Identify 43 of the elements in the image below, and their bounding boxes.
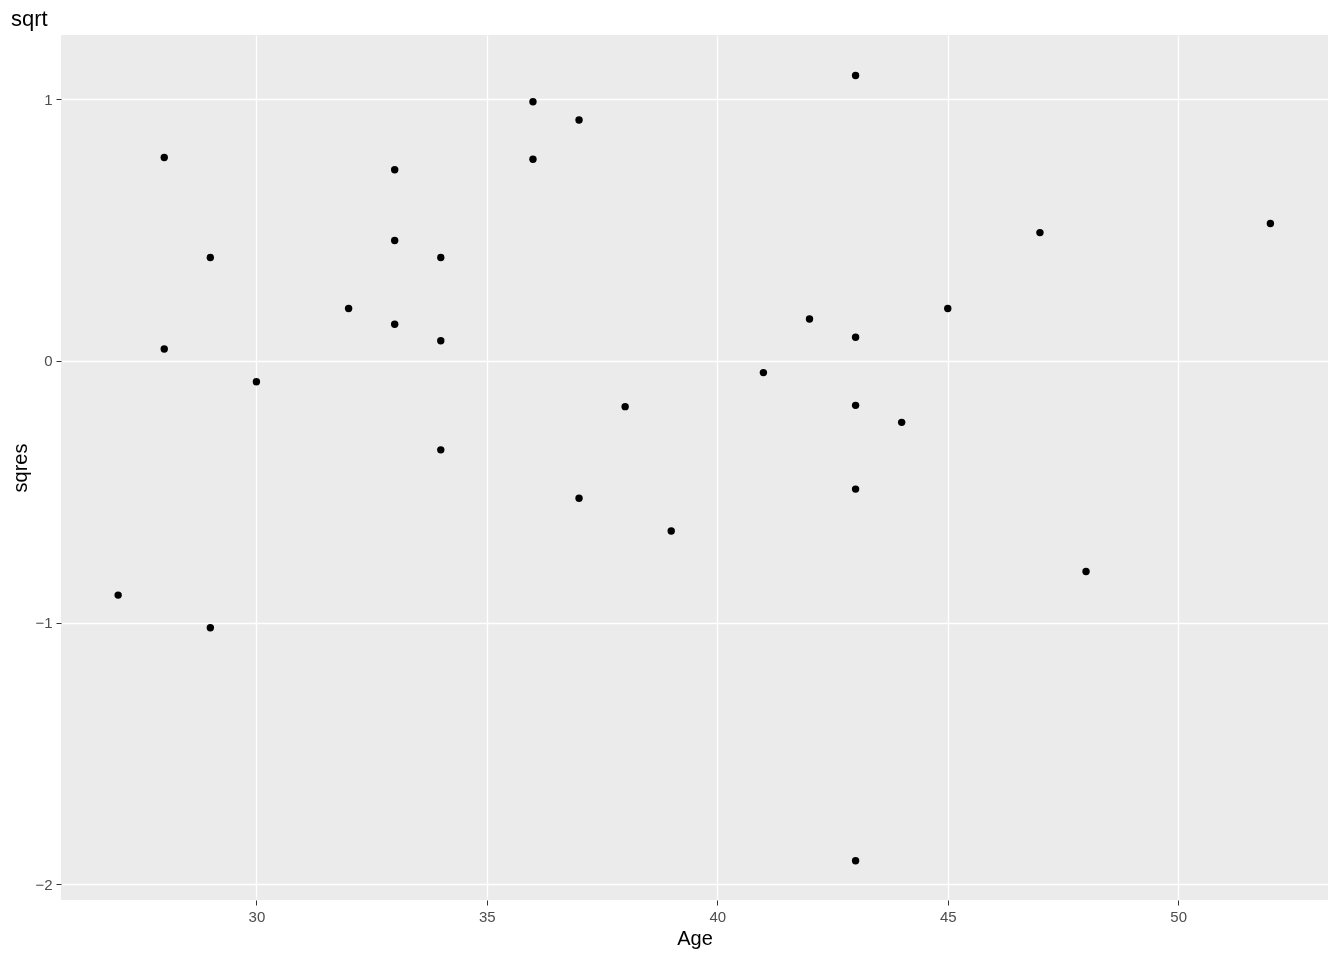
x-tick-label: 50 <box>1170 907 1188 925</box>
y-tick-label: −1 <box>35 614 53 632</box>
x-tick-label: 30 <box>248 907 266 925</box>
point <box>944 304 952 313</box>
point <box>437 253 445 262</box>
x-tick-label: 40 <box>709 907 727 925</box>
point <box>621 402 629 411</box>
point <box>390 320 399 328</box>
point <box>851 333 860 341</box>
point <box>529 98 537 106</box>
point <box>160 153 168 162</box>
point <box>851 71 860 80</box>
x-tick-label: 45 <box>939 907 957 925</box>
point <box>437 336 445 345</box>
point <box>575 116 583 124</box>
point <box>1082 567 1090 576</box>
point <box>529 155 537 164</box>
point <box>114 591 122 599</box>
point <box>252 378 261 386</box>
point <box>897 418 906 427</box>
point <box>851 401 860 410</box>
point <box>759 368 768 377</box>
x-tick-label: 35 <box>479 907 496 925</box>
y-tick-label: 0 <box>44 352 53 370</box>
y-axis-title: sqres <box>9 443 32 493</box>
point <box>1036 228 1044 237</box>
point <box>851 857 860 865</box>
point <box>1266 219 1275 228</box>
point <box>390 236 399 245</box>
point <box>206 253 215 262</box>
chart-title: sqrt <box>10 6 48 31</box>
point <box>390 166 399 174</box>
y-tick-label: 1 <box>44 90 53 108</box>
point <box>160 345 168 353</box>
y-tick-label: −2 <box>35 875 53 893</box>
point <box>437 446 445 454</box>
x-axis-title: Age <box>677 926 713 949</box>
point <box>851 485 860 493</box>
point <box>667 527 675 535</box>
point <box>344 304 353 313</box>
point <box>575 494 583 502</box>
point <box>206 624 215 632</box>
point <box>805 315 814 323</box>
